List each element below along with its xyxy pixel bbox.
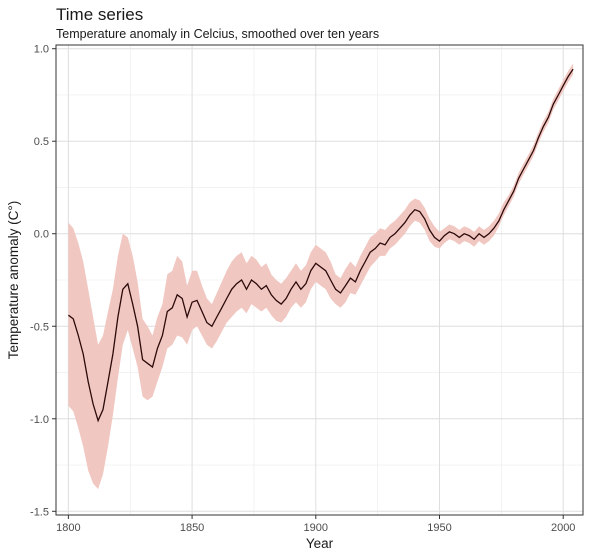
y-tick-label: -1.0 xyxy=(30,414,49,426)
y-axis-title: Temperature anomaly (C°) xyxy=(6,201,21,359)
grid-layer xyxy=(56,45,583,515)
series-line xyxy=(68,68,574,423)
plot-border xyxy=(55,44,584,516)
y-tick-label: -0.5 xyxy=(30,321,49,333)
x-axis-title: Year xyxy=(306,536,334,551)
y-tick-label: 0.5 xyxy=(34,136,49,148)
x-tick-label: 1950 xyxy=(427,522,451,534)
x-tick-label: 1800 xyxy=(56,522,80,534)
confidence-band xyxy=(68,63,574,490)
y-tick-label: 1.0 xyxy=(34,44,49,56)
axis-layer: 1800 1850 1900 1950 2000 -1.5 -1.0 -0.5 0.0 0.5 1.… xyxy=(30,44,575,534)
y-tick-label: -1.5 xyxy=(30,506,49,518)
chart-title: Time series xyxy=(56,5,144,24)
x-tick-label: 1900 xyxy=(304,522,328,534)
x-tick-label: 2000 xyxy=(551,522,575,534)
chart-subtitle: Temperature anomaly in Celcius, smoothed… xyxy=(56,27,380,41)
x-tick-label: 1850 xyxy=(180,522,204,534)
y-tick-label: 0.0 xyxy=(34,229,49,241)
